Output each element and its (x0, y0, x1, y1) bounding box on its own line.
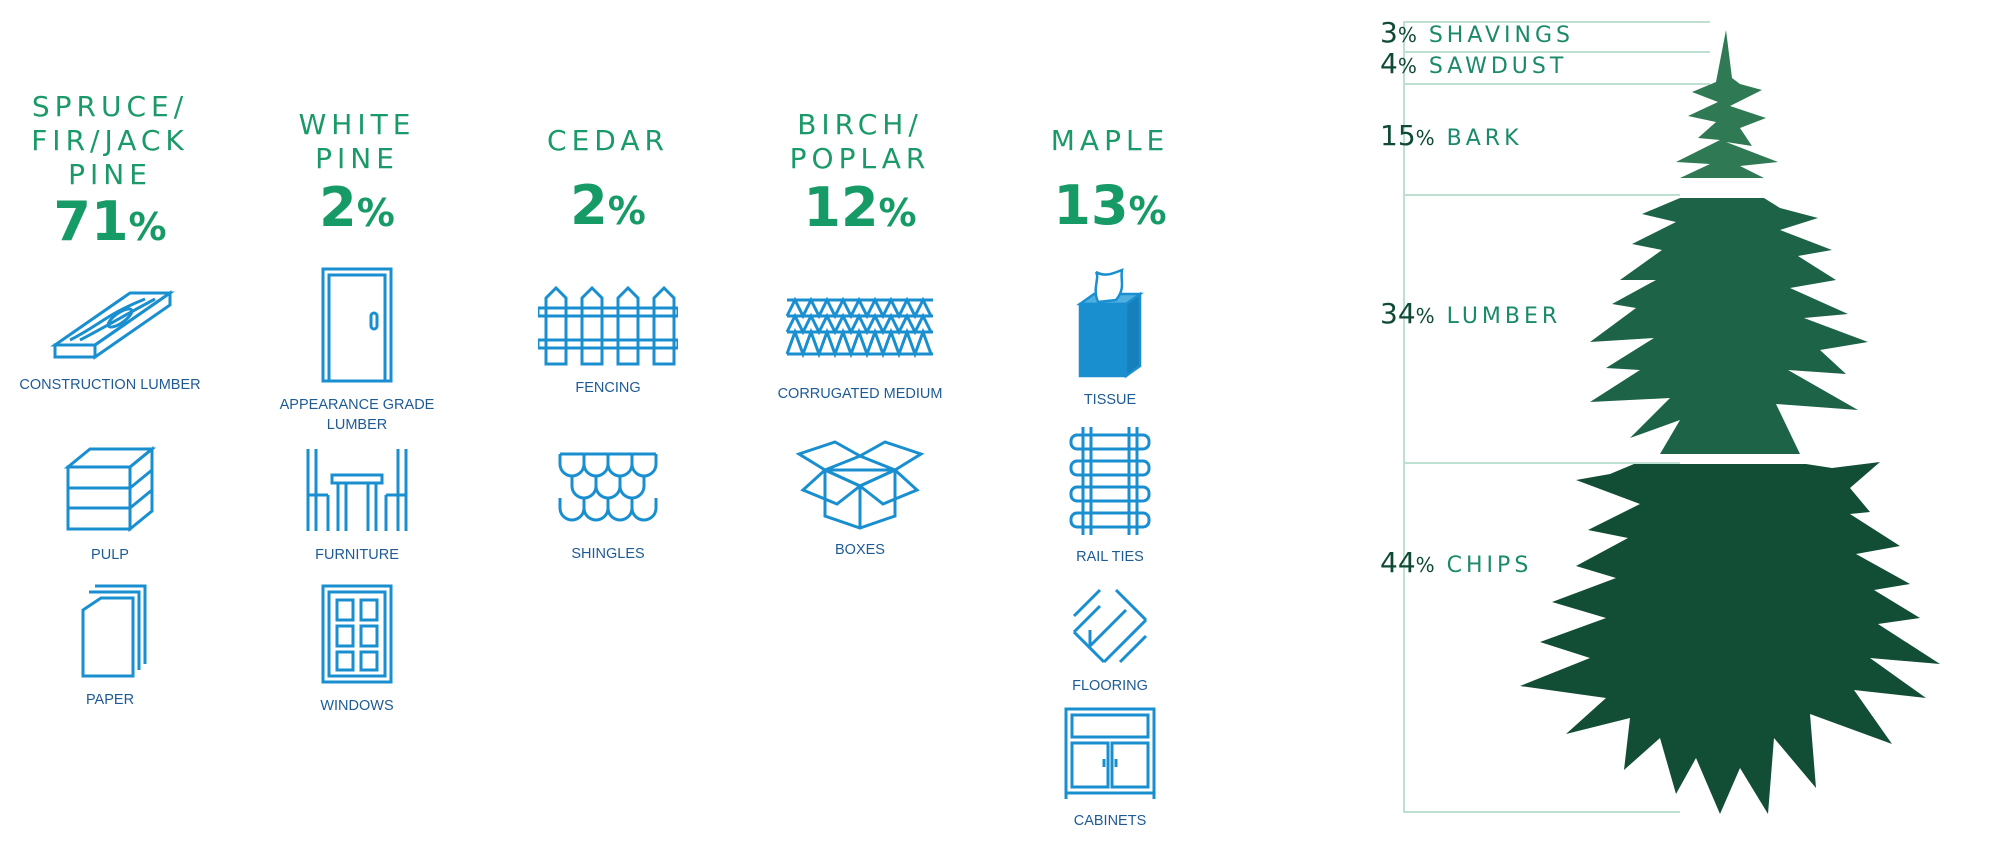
product-label: WINDOWS (320, 698, 394, 714)
product-label: TISSUE (1083, 392, 1137, 408)
species-column-cedar: CEDAR 2% (488, 124, 728, 241)
flooring-icon (1072, 588, 1148, 664)
corrugated-icon (785, 296, 933, 358)
tree-segment-bark: 15% BARK (1380, 119, 1523, 152)
tissue-box-icon (1076, 268, 1144, 379)
product-label: PULP (91, 547, 129, 563)
cabinet-icon (1064, 707, 1156, 799)
species-percent: 12% (803, 176, 917, 239)
product-furniture: FURNITURE (237, 445, 477, 565)
tree-bottom (1520, 462, 1940, 814)
product-tissue: TISSUE (990, 268, 1230, 410)
product-label: BOXES (835, 542, 885, 558)
tree-middle (1590, 198, 1868, 454)
lumber-board-icon (50, 290, 175, 360)
tree-graphic (1403, 21, 1940, 814)
product-label: SHINGLES (571, 546, 645, 562)
species-column-white-pine: WHITE PINE 2% (237, 108, 477, 243)
tree-segment-chips: 44% CHIPS (1380, 546, 1533, 579)
product-windows: WINDOWS (237, 582, 477, 716)
product-label: FLOORING (1072, 678, 1148, 694)
product-paper: PAPER (0, 580, 230, 710)
product-flooring: FLOORING (990, 586, 1230, 696)
door-icon (321, 267, 393, 383)
product-appearance-grade-lumber: APPEARANCE GRADE LUMBER (237, 265, 477, 435)
tree-segment-sawdust: 4% SAWDUST (1380, 47, 1568, 80)
species-name: CEDAR (547, 124, 669, 157)
species-name: SPRUCE/ FIR/JACK PINE (31, 90, 189, 191)
pulp-bale-icon (63, 445, 157, 533)
product-label: CORRUGATED MEDIUM (777, 386, 943, 402)
tree-segment-lumber: 34% LUMBER (1380, 297, 1562, 330)
species-percent: 13% (1053, 174, 1167, 237)
species-name: MAPLE (1050, 124, 1170, 157)
rail-ties-icon (1069, 427, 1151, 535)
product-cabinets: CABINETS (990, 705, 1230, 831)
species-name: WHITE PINE (298, 108, 416, 175)
product-shingles: SHINGLES (488, 448, 728, 564)
tree-segment-shavings: 3% SHAVINGS (1380, 16, 1575, 49)
species-column-birch-poplar: BIRCH/ POPLAR 12% (740, 108, 980, 243)
tree-top (1676, 30, 1778, 178)
species-column-maple: MAPLE 13% (990, 124, 1230, 241)
product-label: CABINETS (1073, 813, 1147, 829)
product-label: RAIL TIES (1076, 549, 1144, 565)
product-label: FURNITURE (315, 547, 399, 563)
box-icon (795, 440, 925, 530)
species-column-spruce: SPRUCE/ FIR/JACK PINE 71% (0, 90, 230, 257)
species-name: BIRCH/ POPLAR (789, 108, 931, 175)
product-label: APPEARANCE GRADE LUMBER (279, 397, 435, 433)
product-construction-lumber: CONSTRUCTION LUMBER (0, 285, 230, 395)
fence-icon (538, 285, 678, 366)
product-fencing: FENCING (488, 282, 728, 398)
tree-breakdown: 3% SHAVINGS 4% SAWDUST 15% BARK 34% LUMBER 4… (1380, 16, 2000, 818)
product-boxes: BOXES (740, 440, 980, 560)
species-percent: 2% (319, 176, 395, 239)
species-percent: 71% (53, 190, 167, 253)
product-label: PAPER (85, 692, 135, 708)
product-label: CONSTRUCTION LUMBER (19, 377, 201, 393)
product-label: FENCING (575, 380, 641, 396)
table-chairs-icon (306, 449, 408, 531)
paper-stack-icon (81, 584, 147, 678)
product-rail-ties: RAIL TIES (990, 425, 1230, 567)
product-pulp: PULP (0, 445, 230, 565)
product-corrugated-medium: CORRUGATED MEDIUM (740, 296, 980, 404)
species-percent: 2% (570, 174, 646, 237)
shingles-icon (558, 452, 658, 522)
window-icon (321, 584, 393, 684)
